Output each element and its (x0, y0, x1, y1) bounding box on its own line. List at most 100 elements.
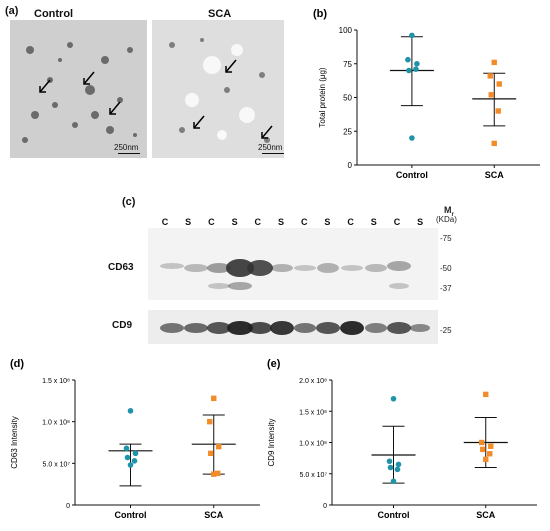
marker-37: -37 (440, 284, 452, 293)
data-point (406, 67, 412, 74)
chart-cd9-intensity: (e) 0 5.0 x 10⁷ 1.0 x 10⁸ 1.5 x 10⁸ 2.0 x 10⁸… (267, 358, 537, 520)
y-tick-label: 0 (66, 503, 70, 510)
scale-bar-sca-label: 250nm (258, 143, 283, 152)
scale-bar-control-label: 250nm (114, 143, 139, 152)
scale-bar-sca (262, 153, 284, 154)
x-tick-label: SCA (485, 170, 505, 180)
y-tick-label: 0 (323, 503, 327, 510)
lane-label: C (300, 217, 308, 227)
data-point (124, 454, 131, 461)
x-tick-label: Control (115, 510, 147, 520)
data-point (215, 470, 221, 477)
lane-label: S (370, 217, 377, 227)
scale-bar-control (118, 153, 140, 154)
data-point (127, 462, 134, 468)
micrograph-sca-label: SCA (208, 8, 232, 20)
lane-label: C (161, 217, 169, 227)
data-point (394, 466, 401, 473)
y-axis-label: CD63 Intensity (10, 416, 19, 468)
lane-label: S (277, 217, 284, 227)
lane-label: C (393, 217, 401, 227)
micrograph-control-texture (10, 20, 147, 158)
data-point (491, 59, 497, 66)
y-tick-label: 1.5 x 10⁸ (42, 378, 70, 385)
data-point (413, 66, 419, 72)
x-tick-label: SCA (476, 510, 496, 520)
panel-a-label: (a) (5, 5, 19, 17)
blot-cd63-bands (148, 228, 438, 300)
y-tick-label: 5.0 x 10⁷ (43, 461, 71, 468)
lane-label: S (231, 217, 238, 227)
data-point (123, 445, 130, 452)
marker-75: -75 (440, 234, 452, 243)
chart-cd63-intensity: (d) 0 5.0 x 10⁷ 1.0 x 10⁸ 1.5 x 10⁸ CD63 Inte… (10, 358, 260, 520)
data-point (127, 408, 134, 414)
panel-c-label: (c) (122, 196, 136, 208)
data-point (487, 73, 493, 79)
y-axis-label: CD9 Intensity (267, 418, 276, 466)
data-point (487, 451, 493, 457)
y-tick-label: 1.0 x 10⁸ (42, 420, 70, 427)
lane-label: S (185, 217, 192, 227)
marker-25: -25 (440, 326, 452, 335)
mr-header: Mr (444, 205, 454, 218)
data-point (409, 32, 415, 39)
y-tick-label: 25 (343, 127, 352, 136)
mr-unit: (KDa) (436, 215, 457, 224)
micrograph-sca-texture (152, 20, 284, 158)
blot-cd9 (148, 310, 438, 344)
x-tick-label: SCA (204, 510, 224, 520)
y-tick-label: 100 (339, 26, 353, 35)
data-point (496, 81, 502, 87)
data-point (207, 418, 213, 425)
data-point (208, 450, 214, 457)
data-point (395, 461, 402, 468)
row-label-cd9: CD9 (112, 320, 133, 331)
data-point (211, 471, 217, 477)
data-point (211, 395, 217, 402)
chart-total-protein: (b) 0 25 50 75 100 Total protein (μg) Control SC… (313, 8, 540, 180)
data-point (491, 140, 497, 147)
data-point (387, 464, 394, 471)
data-point (483, 391, 489, 398)
data-point (495, 108, 501, 114)
panel-label: (b) (313, 8, 327, 20)
data-point (483, 456, 489, 463)
y-tick-label: 1.0 x 10⁸ (299, 441, 327, 448)
lane-label: S (324, 217, 331, 227)
data-point (216, 443, 222, 450)
x-tick-label: Control (396, 170, 428, 180)
y-axis-label: Total protein (μg) (318, 67, 327, 128)
panel-label: (e) (267, 358, 281, 370)
data-point (414, 60, 420, 67)
x-tick-label: Control (378, 510, 410, 520)
y-tick-label: 1.5 x 10⁸ (299, 409, 327, 416)
y-tick-label: 0 (348, 161, 353, 170)
y-tick-label: 5.0 x 10⁷ (300, 472, 328, 479)
y-tick-label: 75 (343, 60, 352, 69)
data-point (479, 439, 485, 446)
marker-50: -50 (440, 264, 452, 273)
y-tick-label: 2.0 x 10⁸ (299, 378, 327, 385)
data-point (405, 56, 411, 63)
blot-cd9-bands (148, 310, 438, 344)
lane-label: C (254, 217, 262, 227)
data-point (132, 450, 139, 457)
lane-label: C (347, 217, 354, 227)
data-point (480, 446, 486, 453)
row-label-cd63: CD63 (108, 262, 134, 273)
data-point (488, 443, 494, 449)
data-point (409, 135, 415, 141)
data-point (131, 458, 138, 464)
micrograph-control-label: Control (34, 8, 74, 20)
lane-label: S (417, 217, 424, 227)
data-point (390, 478, 397, 485)
blot-cd63 (148, 228, 438, 300)
lane-label: C (208, 217, 215, 227)
data-point (390, 395, 397, 402)
data-point (488, 92, 494, 98)
panel-label: (d) (10, 358, 24, 370)
micrograph-control (10, 20, 147, 158)
y-tick-label: 50 (343, 94, 352, 103)
data-point (386, 458, 393, 465)
